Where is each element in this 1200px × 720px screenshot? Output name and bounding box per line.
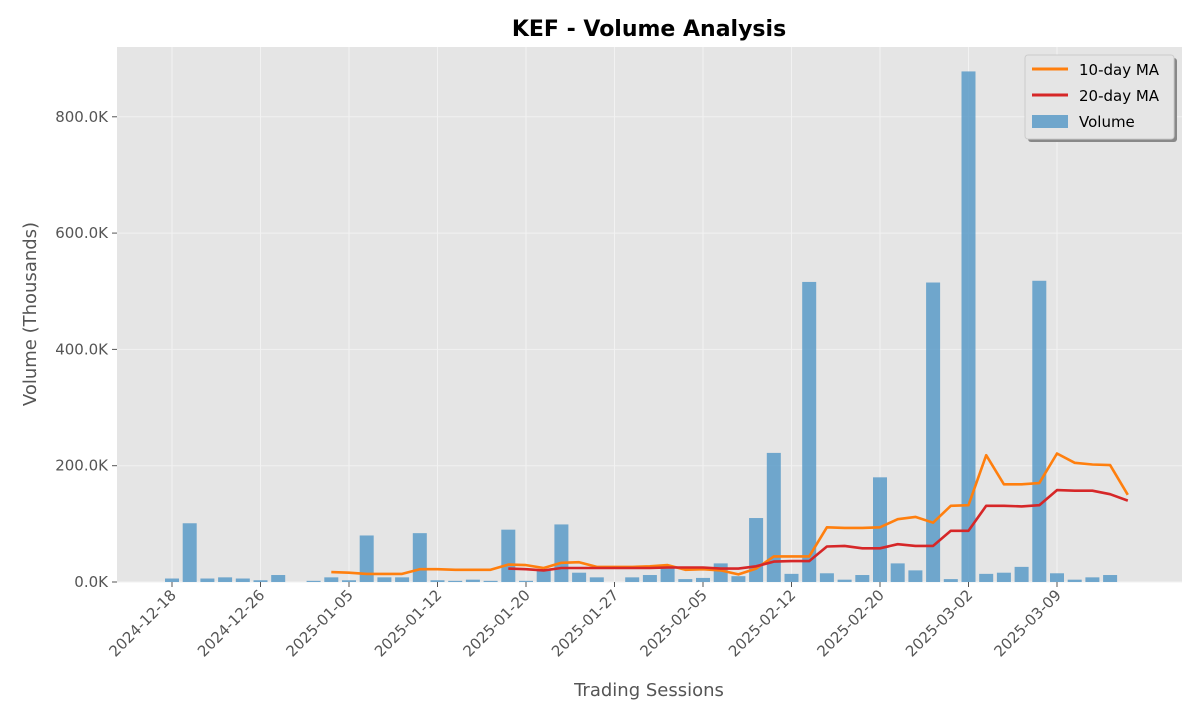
y-tick-label: 400.0K (55, 340, 109, 358)
volume-bar (448, 580, 463, 582)
volume-bar (890, 563, 905, 582)
volume-bar (342, 580, 356, 582)
volume-bar (749, 518, 764, 582)
volume-bar (1032, 280, 1047, 582)
volume-bar (819, 573, 834, 582)
volume-bar (395, 577, 410, 582)
volume-bar (1103, 575, 1118, 582)
volume-bar (1067, 579, 1082, 582)
legend-ma20-label: 20-day MA (1079, 87, 1160, 105)
volume-bar (519, 580, 533, 582)
volume-bar (1014, 566, 1029, 582)
volume-bar (873, 477, 887, 582)
moving-average-lines (331, 452, 1129, 576)
ma10-line (331, 452, 1129, 576)
volume-bar (926, 282, 941, 582)
volume-bar (996, 572, 1011, 582)
volume-bar (235, 578, 250, 582)
volume-bar (253, 580, 268, 582)
volume-bar (1050, 573, 1064, 582)
volume-bar (784, 573, 799, 582)
volume-bar (200, 578, 215, 582)
volume-bar (837, 579, 852, 582)
y-axis-ticks: 0.0K 200.0K 400.0K 600.0K 800.0K (55, 108, 117, 591)
volume-bar (536, 569, 551, 582)
volume-bar (1085, 577, 1100, 582)
volume-bar (855, 575, 870, 582)
volume-bar (943, 579, 958, 582)
volume-bar (271, 575, 286, 582)
volume-bar (908, 570, 923, 582)
volume-bar (359, 535, 374, 582)
volume-bar (979, 573, 994, 582)
volume-bar (306, 580, 321, 582)
volume-bar (377, 577, 392, 582)
volume-bar (589, 577, 604, 582)
legend-volume-label: Volume (1079, 113, 1135, 131)
volume-bar (324, 577, 339, 582)
volume-bar (572, 572, 587, 582)
volume-bar (483, 580, 498, 582)
volume-bar (412, 533, 427, 582)
volume-bar (465, 579, 480, 582)
legend: 10-day MA 20-day MA Volume (1024, 54, 1177, 142)
y-axis-label: Volume (Thousands) (20, 222, 41, 406)
legend-ma10-label: 10-day MA (1079, 61, 1160, 79)
plot-area (117, 47, 1182, 582)
volume-bar (165, 578, 179, 582)
y-tick-label: 0.0K (74, 573, 109, 591)
volume-bar (430, 580, 445, 582)
volume-bar (731, 576, 746, 582)
volume-bar (642, 575, 657, 582)
volume-bar (660, 566, 675, 582)
x-axis-label: Trading Sessions (573, 680, 724, 701)
volume-bar (678, 579, 693, 582)
y-tick-label: 800.0K (55, 108, 109, 126)
volume-bar (766, 452, 781, 582)
volume-bar (182, 523, 197, 582)
volume-bar (625, 577, 640, 582)
volume-bar (802, 281, 817, 582)
volume-bar (501, 529, 516, 582)
legend-volume-swatch (1032, 115, 1068, 128)
y-tick-label: 600.0K (55, 224, 109, 242)
y-tick-label: 200.0K (55, 457, 109, 475)
chart-title: KEF - Volume Analysis (512, 17, 786, 42)
volume-bar (696, 577, 710, 582)
volume-bar (961, 71, 976, 582)
ma20-line (508, 488, 1129, 572)
volume-bar (554, 524, 569, 582)
volume-bar (218, 577, 233, 582)
